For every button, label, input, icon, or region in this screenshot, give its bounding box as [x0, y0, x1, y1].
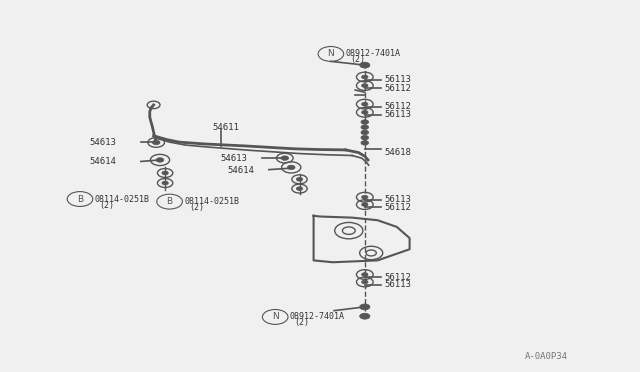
Text: (2): (2) — [189, 203, 204, 212]
Circle shape — [162, 171, 168, 175]
Text: 56113: 56113 — [384, 76, 411, 84]
Text: (2): (2) — [350, 55, 365, 64]
Circle shape — [361, 141, 369, 145]
Circle shape — [296, 177, 303, 181]
Text: (2): (2) — [99, 201, 114, 210]
Text: 54618: 54618 — [384, 148, 411, 157]
Text: 54613: 54613 — [221, 154, 248, 163]
Text: 08114-0251B: 08114-0251B — [95, 195, 150, 203]
Circle shape — [296, 187, 303, 190]
Circle shape — [362, 75, 368, 79]
Text: 56112: 56112 — [384, 273, 411, 282]
Circle shape — [362, 84, 368, 87]
Circle shape — [281, 156, 289, 160]
Circle shape — [362, 273, 368, 276]
Text: 56113: 56113 — [384, 280, 411, 289]
Text: 56112: 56112 — [384, 84, 411, 93]
Circle shape — [362, 280, 368, 284]
Text: 54614: 54614 — [227, 166, 254, 175]
Text: N: N — [328, 49, 334, 58]
Circle shape — [362, 195, 368, 199]
Text: 56112: 56112 — [384, 102, 411, 111]
Text: 56112: 56112 — [384, 203, 411, 212]
Text: B: B — [166, 197, 173, 206]
Text: A-0A0P34: A-0A0P34 — [525, 352, 568, 361]
Circle shape — [362, 203, 368, 206]
Circle shape — [360, 62, 370, 68]
Text: 54613: 54613 — [90, 138, 116, 147]
Text: (2): (2) — [294, 318, 309, 327]
Circle shape — [362, 110, 368, 114]
Text: 56113: 56113 — [384, 195, 411, 204]
Circle shape — [361, 130, 369, 135]
Text: 54611: 54611 — [212, 123, 239, 132]
Text: 08912-7401A: 08912-7401A — [290, 312, 345, 321]
Circle shape — [156, 158, 164, 162]
Circle shape — [287, 165, 295, 170]
Text: 56113: 56113 — [384, 110, 411, 119]
Text: B: B — [77, 195, 83, 203]
Circle shape — [362, 102, 368, 106]
Text: 54614: 54614 — [90, 157, 116, 166]
Text: N: N — [272, 312, 278, 321]
Circle shape — [162, 181, 168, 185]
Circle shape — [360, 304, 370, 310]
Circle shape — [360, 313, 370, 319]
Circle shape — [152, 140, 160, 145]
Circle shape — [361, 125, 369, 129]
Text: 08912-7401A: 08912-7401A — [346, 49, 401, 58]
Text: 08114-0251B: 08114-0251B — [184, 197, 239, 206]
Circle shape — [361, 120, 369, 124]
Circle shape — [361, 135, 369, 140]
